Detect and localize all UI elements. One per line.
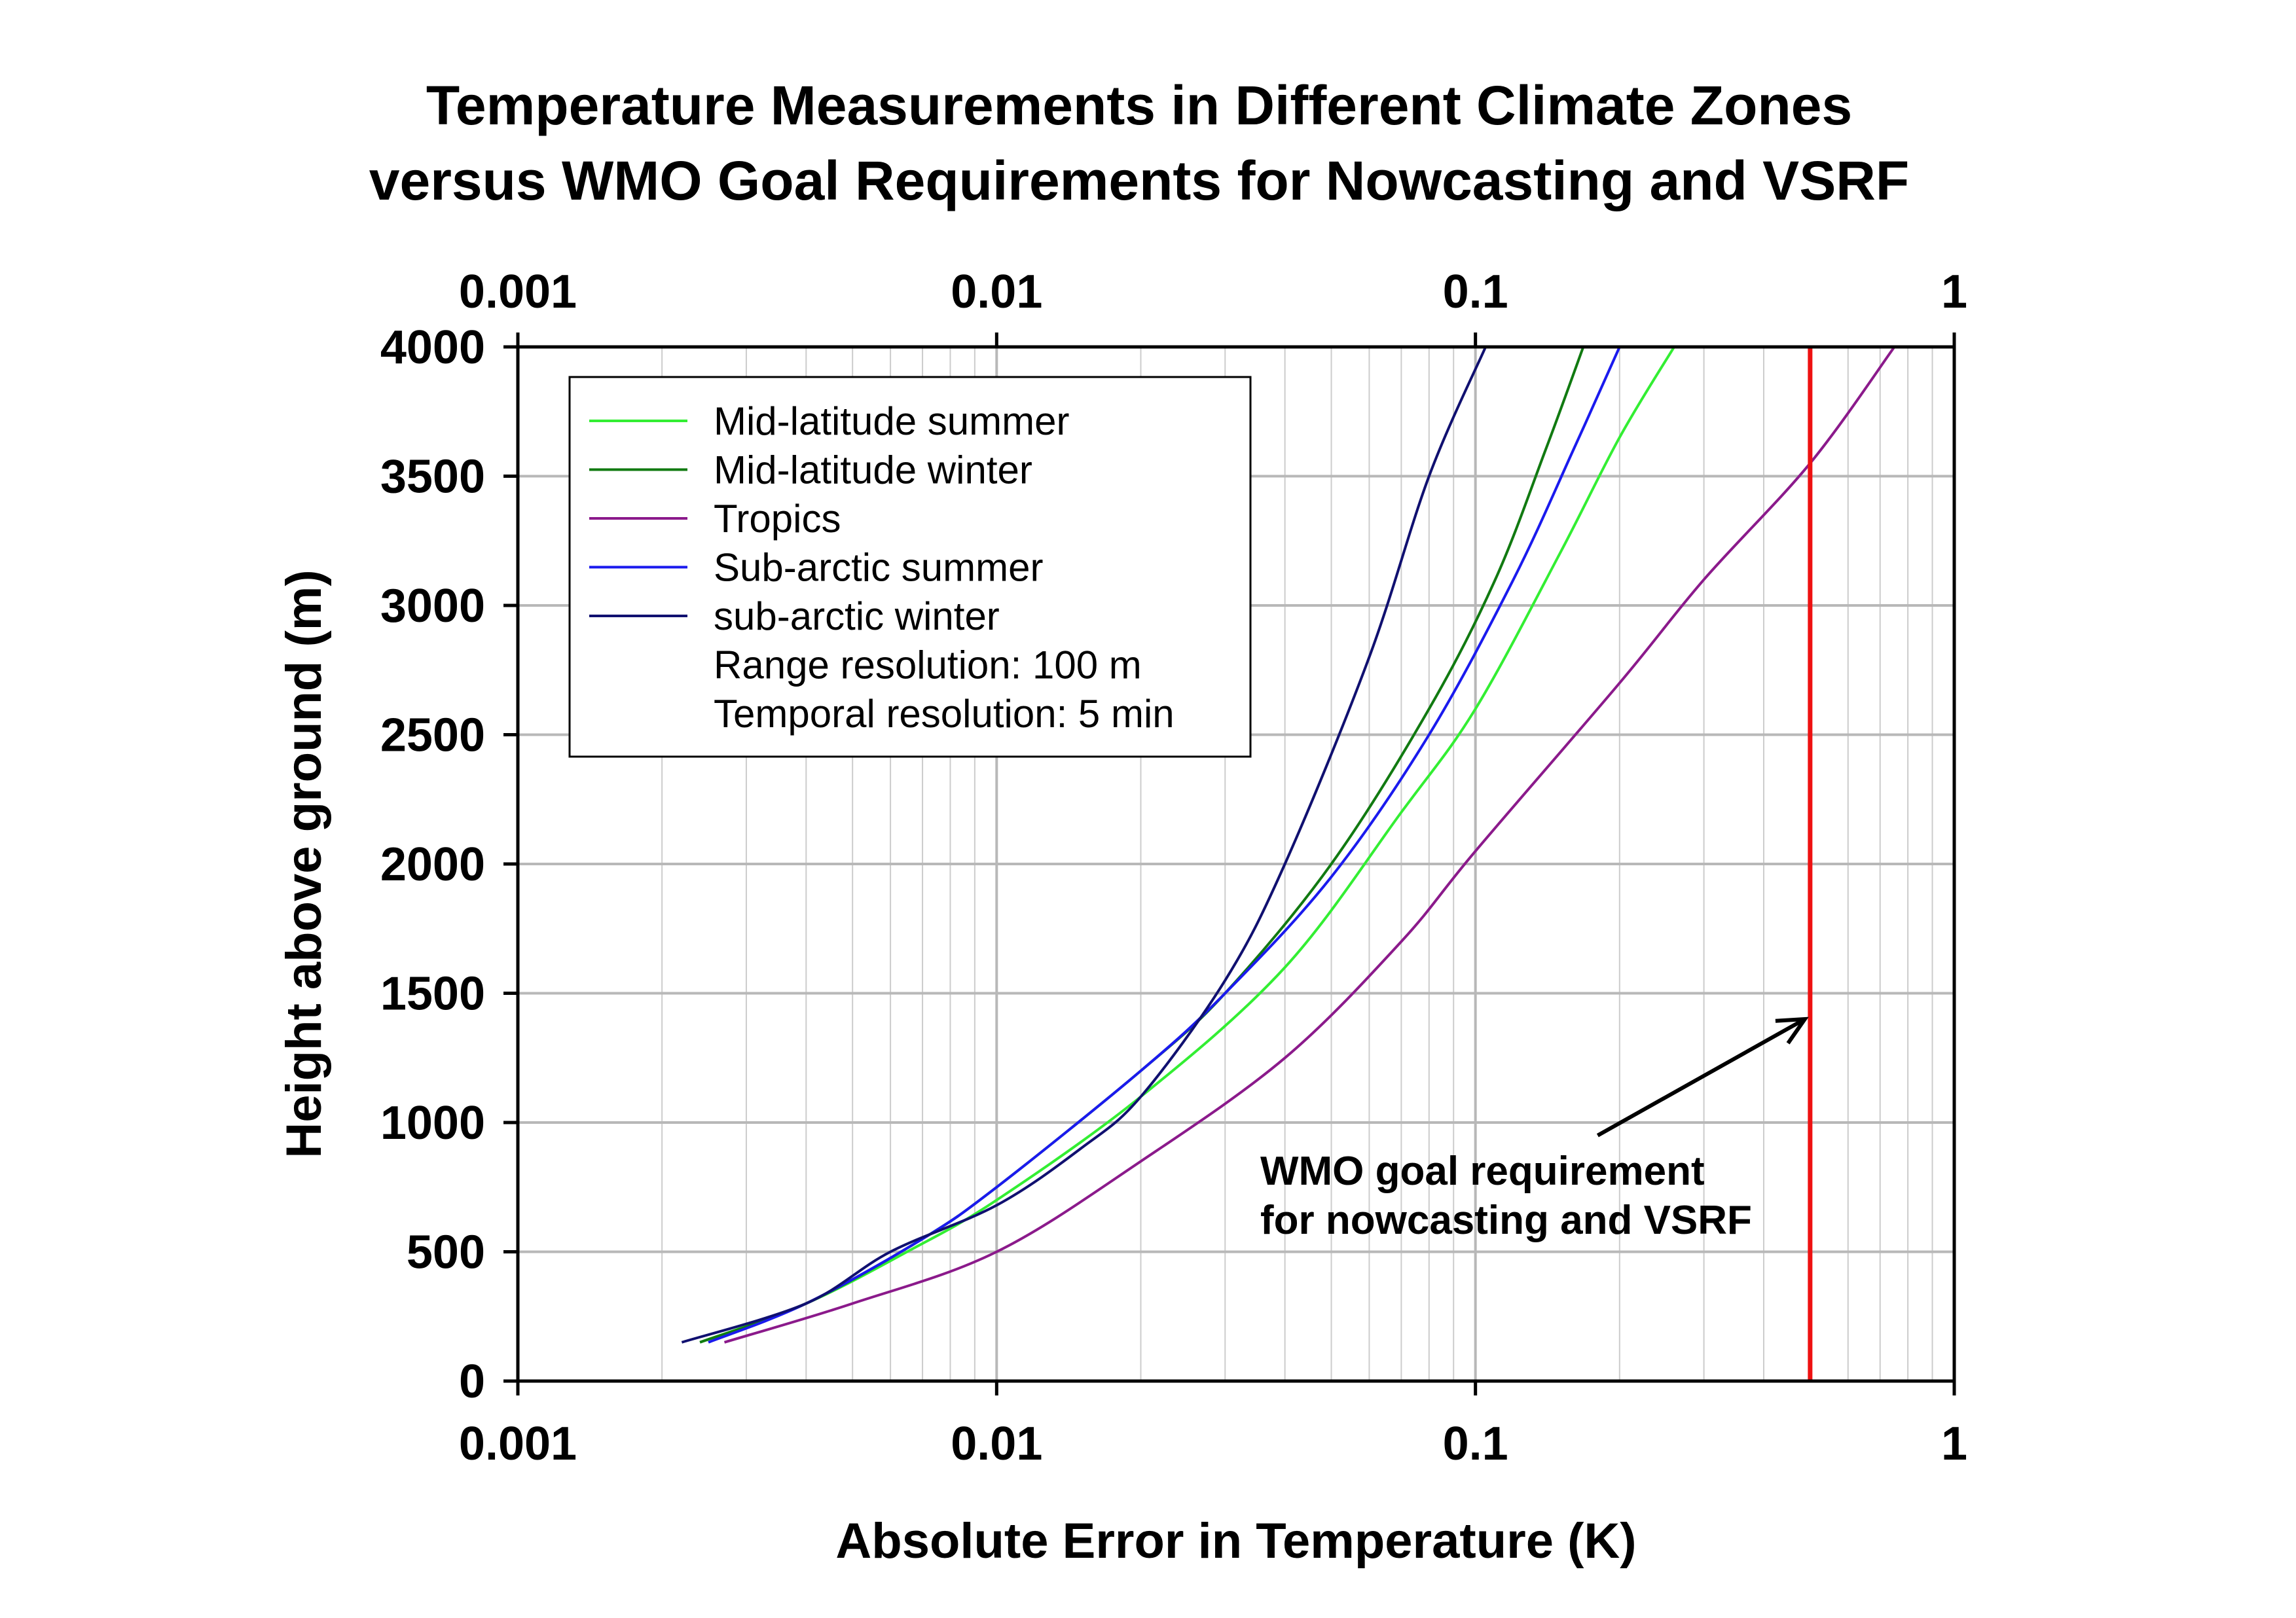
y-tick-label: 3500 <box>380 451 485 503</box>
y-tick-label: 3000 <box>380 580 485 632</box>
annotation-arrow-shaft <box>1596 1017 1806 1138</box>
x-tick-label-bottom: 0.001 <box>459 1418 577 1470</box>
tick-labels: 0.001 0.001 0.01 0.01 0.1 0.1 1 1 0 500 1000 1500 20… <box>380 266 1967 1470</box>
x-tick-label-top: 0.1 <box>1443 266 1508 318</box>
y-tick-label: 0 <box>459 1356 485 1408</box>
y-tick-label: 4000 <box>380 321 485 374</box>
axis-ticks <box>503 333 1956 1395</box>
series-line-3 <box>708 347 1621 1344</box>
legend-label-1: Mid-latitude winter <box>714 448 1032 492</box>
x-axis-label: Absolute Error in Temperature (K) <box>835 1513 1636 1569</box>
reference-line-group <box>1596 347 1813 1381</box>
legend-note-1: Temporal resolution: 5 min <box>714 692 1175 736</box>
legend-label-0: Mid-latitude summer <box>714 399 1070 443</box>
y-tick-label: 2000 <box>380 838 485 891</box>
x-tick-label-bottom: 0.01 <box>951 1418 1042 1470</box>
x-tick-label-top: 1 <box>1941 266 1967 318</box>
chart-title-line-1: Temperature Measurements in Different Cl… <box>426 75 1852 136</box>
x-tick-label-bottom: 0.1 <box>1443 1418 1508 1470</box>
series-line-2 <box>723 347 1896 1344</box>
legend-label-4: sub-arctic winter <box>714 594 1000 638</box>
y-tick-label: 500 <box>407 1227 485 1279</box>
annotation-arrow-head <box>1775 1016 1809 1045</box>
y-axis-label: Height above ground (m) <box>276 569 332 1158</box>
y-tick-label: 2500 <box>380 710 485 762</box>
x-tick-label-top: 0.001 <box>459 266 577 318</box>
y-tick-label: 1000 <box>380 1097 485 1149</box>
series-group <box>681 347 1896 1344</box>
legend-label-3: Sub-arctic summer <box>714 546 1043 590</box>
wmo-annotation-line-1: WMO goal requirement <box>1260 1149 1705 1194</box>
wmo-annotation: WMO goal requirement for nowcasting and … <box>1260 1149 1752 1243</box>
x-tick-label-top: 0.01 <box>951 266 1042 318</box>
series-line-4 <box>681 347 1487 1344</box>
wmo-annotation-line-2: for nowcasting and VSRF <box>1260 1198 1752 1243</box>
chart-title-line-2: versus WMO Goal Requirements for Nowcast… <box>369 150 1909 211</box>
series-line-0 <box>699 347 1675 1344</box>
legend-label-2: Tropics <box>714 497 841 541</box>
y-tick-label: 1500 <box>380 968 485 1020</box>
legend-note-0: Range resolution: 100 m <box>714 643 1142 687</box>
legend: Mid-latitude summer Mid-latitude winter Tr… <box>568 376 1252 758</box>
x-tick-label-bottom: 1 <box>1941 1418 1967 1470</box>
